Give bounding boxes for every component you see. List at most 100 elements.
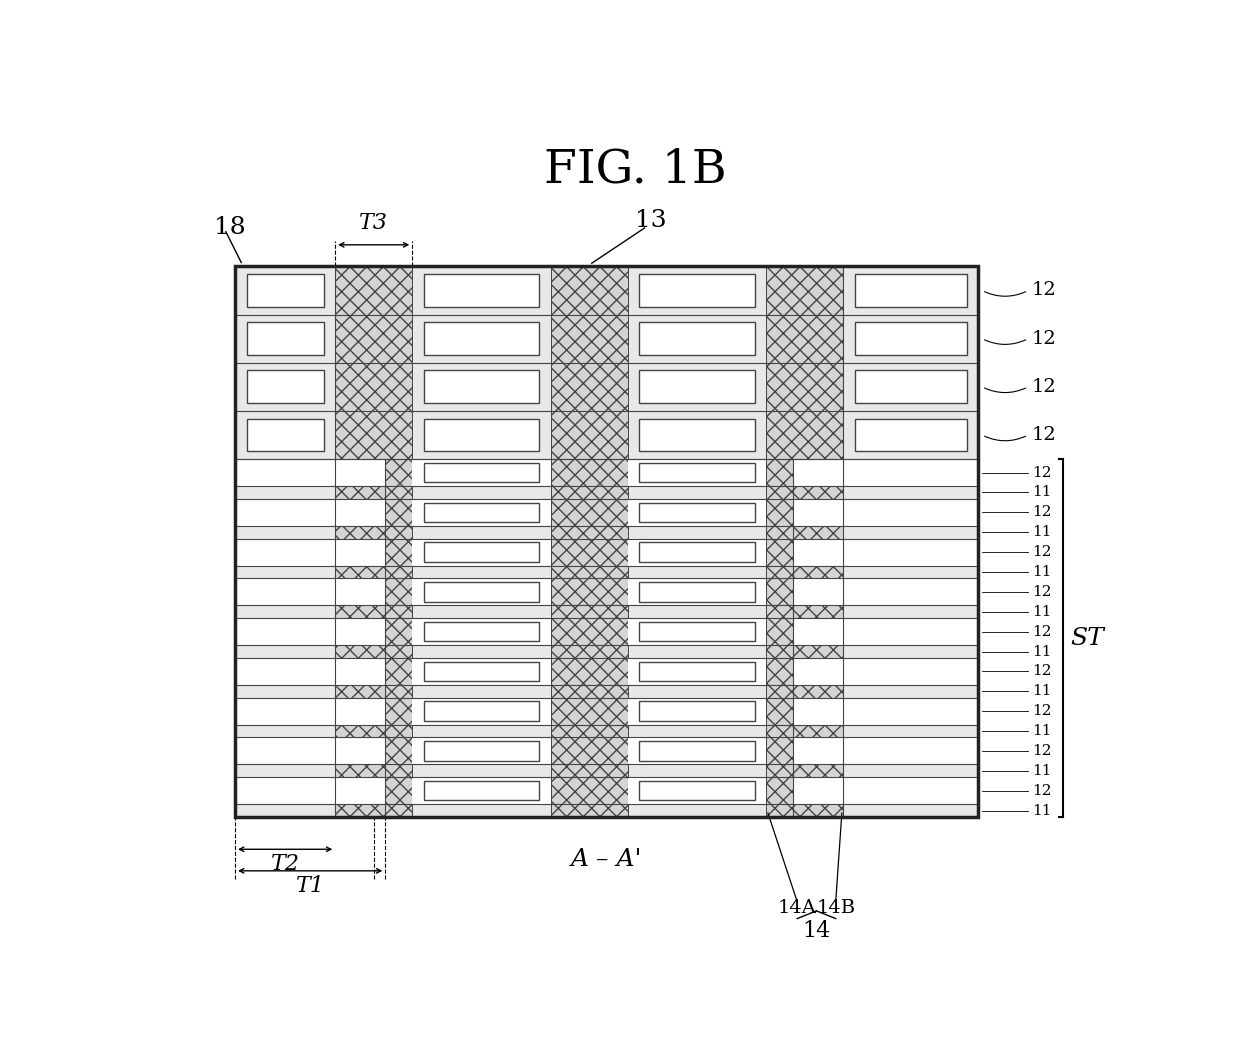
Bar [794, 459, 978, 486]
Bar [424, 622, 539, 642]
Text: 12: 12 [1032, 704, 1052, 719]
Text: FIG. 1B: FIG. 1B [544, 147, 727, 193]
Text: 14B: 14B [816, 898, 856, 916]
Bar [640, 662, 755, 681]
Bar [627, 539, 766, 566]
Bar [236, 486, 335, 499]
Text: 12: 12 [1032, 426, 1056, 444]
Bar [627, 619, 766, 645]
Text: 11: 11 [1032, 724, 1052, 739]
Bar [236, 526, 335, 539]
Bar [236, 725, 335, 737]
Bar [236, 765, 335, 777]
Text: ST: ST [1070, 627, 1105, 649]
Bar [627, 459, 766, 486]
Text: 11: 11 [1032, 485, 1052, 500]
Bar [424, 419, 539, 451]
Bar [424, 275, 539, 307]
Bar [247, 322, 324, 355]
Text: 12: 12 [1032, 329, 1056, 347]
Bar [424, 582, 539, 602]
Bar [794, 499, 978, 526]
Bar [247, 275, 324, 307]
Bar [843, 725, 978, 737]
Bar [640, 582, 755, 602]
Bar [236, 499, 386, 526]
Text: 12: 12 [1032, 784, 1052, 797]
Text: 18: 18 [213, 217, 246, 240]
Bar [843, 605, 978, 619]
Bar [843, 486, 978, 499]
Text: 12: 12 [1032, 625, 1052, 639]
Bar [412, 658, 551, 685]
Bar [412, 619, 551, 645]
Bar [236, 605, 335, 619]
Bar [236, 579, 386, 605]
Bar [794, 579, 978, 605]
Bar [640, 370, 755, 403]
Text: T3: T3 [360, 213, 388, 234]
Text: 11: 11 [1032, 605, 1052, 619]
Text: 12: 12 [1032, 282, 1056, 300]
Text: 14A: 14A [777, 898, 817, 916]
Bar [843, 804, 978, 817]
Text: 14: 14 [802, 919, 831, 942]
Bar [236, 658, 386, 685]
Bar [640, 275, 755, 307]
Bar [794, 697, 978, 725]
Bar [412, 777, 551, 804]
Bar [854, 419, 967, 451]
Text: A – A': A – A' [570, 848, 642, 871]
Bar [335, 266, 412, 817]
Text: T2: T2 [270, 853, 300, 875]
Bar [424, 463, 539, 482]
Text: 12: 12 [1032, 744, 1052, 757]
Bar [412, 697, 551, 725]
Bar [236, 566, 335, 579]
Text: 12: 12 [1032, 505, 1052, 520]
Bar [627, 499, 766, 526]
Bar [236, 266, 978, 817]
Bar [627, 777, 766, 804]
Bar [627, 658, 766, 685]
Bar [236, 619, 386, 645]
Bar [640, 781, 755, 801]
Bar [843, 526, 978, 539]
Bar [424, 702, 539, 721]
Bar [424, 503, 539, 522]
Bar [236, 777, 386, 804]
Bar [627, 579, 766, 605]
Bar [247, 370, 324, 403]
Bar [627, 737, 766, 765]
Bar [794, 777, 978, 804]
Bar [843, 645, 978, 658]
Text: 12: 12 [1032, 466, 1052, 480]
Bar [424, 662, 539, 681]
Bar [794, 737, 978, 765]
Text: T1: T1 [295, 874, 325, 896]
Bar [640, 702, 755, 721]
Bar [640, 419, 755, 451]
Bar [854, 275, 967, 307]
Bar [236, 266, 978, 817]
Text: 11: 11 [1032, 804, 1052, 817]
Bar [551, 266, 627, 817]
Bar [424, 370, 539, 403]
Text: 11: 11 [1032, 764, 1052, 777]
Bar [640, 322, 755, 355]
Bar [640, 543, 755, 562]
Text: 12: 12 [1032, 378, 1056, 396]
Text: 11: 11 [1032, 684, 1052, 699]
Bar [236, 645, 335, 658]
Text: 12: 12 [1032, 585, 1052, 599]
Bar [766, 266, 843, 817]
Bar [627, 697, 766, 725]
Bar [236, 737, 386, 765]
Text: 11: 11 [1032, 565, 1052, 579]
Bar [640, 503, 755, 522]
Bar [794, 619, 978, 645]
Bar [843, 765, 978, 777]
Bar [236, 804, 335, 817]
Bar [412, 737, 551, 765]
Bar [640, 463, 755, 482]
